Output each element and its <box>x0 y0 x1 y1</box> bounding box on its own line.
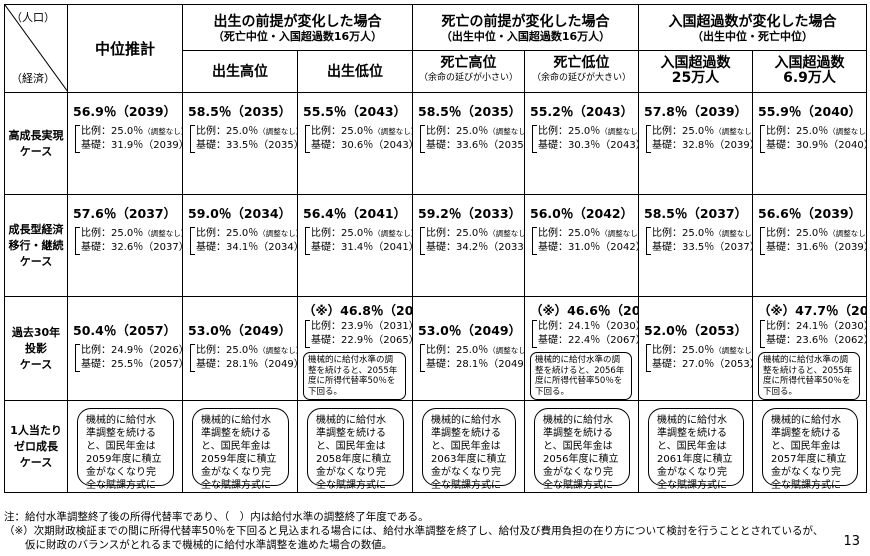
subheader-main: 死亡低位 <box>553 55 610 72</box>
subheader-line1: 入国超過数 <box>774 55 845 72</box>
subheader-high-mortality: 死亡高位 （余命の延びが小さい） <box>412 49 525 94</box>
table-cell: 56.0％（2042）比例：25.0％（調整なし）基礎：31.0％（2042） <box>524 194 639 297</box>
header-group-immigration: 入国超過数が変化した場合 （出生中位・死亡中位） <box>638 4 867 51</box>
footnote: 仮に財政のバランスがとれるまで機械的に給付水準調整を進めた場合の数値。 <box>4 539 393 551</box>
table-cell: 55.9％（2040）比例：25.0％（調整なし）基礎：30.9％（2040） <box>752 92 867 195</box>
subheader-immigration-250k: 入国超過数 25万人 <box>638 49 753 94</box>
table-cell: 53.0％（2049）比例：25.0％（調整なし）基礎：28.1％（2049） <box>182 296 298 401</box>
depletion-note: 機械的に給付水準調整を続けると、国民年金は2063年度に積立金がなくなり完全な賦… <box>422 408 516 491</box>
row-label-zero-growth: 1人当たり ゼロ成長 ケース <box>4 400 68 493</box>
subheader-low-fertility: 出生低位 <box>297 49 413 94</box>
table-cell: （※）46.6％（2067）比例：24.1％（2030）基礎：22.4％（206… <box>524 296 639 401</box>
depletion-note: 機械的に給付水準調整を続けると、国民年金は2061年度に積立金がなくなり完全な賦… <box>648 408 744 491</box>
table-row: 過去30年 投影 ケース 50.4％（2057） 比例：24.9％（2026） 基礎：2… <box>4 296 867 401</box>
scenario-table: （人口） （経済） 中位推計 出生の前提が変化した場合 （死亡中位・入国超過数1… <box>4 4 867 493</box>
table-cell: 機械的に給付水準調整を続けると、国民年金は2059年度に積立金がなくなり完全な賦… <box>67 400 183 493</box>
row-label-high-growth: 高成長実現 ケース <box>4 92 68 195</box>
warning-note: 機械的に給付水準の調整を続けると、2055年度に所得代替率50％を下回る。 <box>303 352 406 400</box>
subheader-line1: 入国超過数 <box>660 55 731 72</box>
subheader-high-fertility: 出生高位 <box>182 49 298 94</box>
header-group-fertility: 出生の前提が変化した場合 （死亡中位・入国超過数16万人） <box>182 4 413 51</box>
corner-cell: （人口） （経済） <box>4 4 68 93</box>
group-title: 死亡の前提が変化した場合 <box>441 13 610 30</box>
table-cell: 59.2％（2033）比例：25.0％（調整なし）基礎：34.2％（2033） <box>412 194 525 297</box>
table-cell: 53.0％（2049）比例：25.0％（調整なし）基礎：28.1％（2049） <box>412 296 525 401</box>
table-row: 1人当たり ゼロ成長 ケース 機械的に給付水準調整を続けると、国民年金は2059年度… <box>4 400 867 493</box>
table-cell: 58.5％（2035）比例：25.0％（調整なし）基礎：33.6％（2035） <box>412 92 525 195</box>
warning-note: 機械的に給付水準の調整を続けると、2055年度に所得代替率50％を下回る。 <box>758 352 860 400</box>
depletion-note: 機械的に給付水準調整を続けると、国民年金は2059年度に積立金がなくなり完全な賦… <box>77 408 174 491</box>
table-cell: 59.0％（2034）比例：25.0％（調整なし）基礎：34.1％（2034） <box>182 194 298 297</box>
group-subtitle: （出生中位・入国超過数16万人） <box>440 29 611 43</box>
table-cell: （※）47.7％（2062）比例：24.1％（2030）基礎：23.6％（206… <box>752 296 867 401</box>
subheader-line2: 25万人 <box>671 70 720 87</box>
row-label-growth-transition: 成長型経済 移行・継続 ケース <box>4 194 68 297</box>
table-cell: 58.5％（2035）比例：25.0％（調整なし）基礎：33.5％（2035） <box>182 92 298 195</box>
depletion-note: 機械的に給付水準調整を続けると、国民年金は2059年度に積立金がなくなり完全な賦… <box>192 408 289 491</box>
header-group-mortality: 死亡の前提が変化した場合 （出生中位・入国超過数16万人） <box>412 4 639 51</box>
row-label-past-30-years: 過去30年 投影 ケース <box>4 296 68 401</box>
table-cell: 56.9％（2039）比例：25.0％（調整なし）基礎：31.9％（2039） <box>67 92 183 195</box>
table-cell: 機械的に給付水準調整を続けると、国民年金は2057年度に積立金がなくなり完全な賦… <box>752 400 867 493</box>
depletion-note: 機械的に給付水準調整を続けると、国民年金は2056年度に積立金がなくなり完全な賦… <box>534 408 630 491</box>
table-cell: 機械的に給付水準調整を続けると、国民年金は2056年度に積立金がなくなり完全な賦… <box>524 400 639 493</box>
subheader-line2: 6.9万人 <box>783 70 836 87</box>
depletion-note: 機械的に給付水準調整を続けると、国民年金は2057年度に積立金がなくなり完全な賦… <box>762 408 858 491</box>
table-cell: 57.8％（2039）比例：25.0％（調整なし）基礎：32.8％（2039） <box>638 92 753 195</box>
table-cell: 機械的に給付水準調整を続けると、国民年金は2058年度に積立金がなくなり完全な賦… <box>297 400 413 493</box>
footnote: （※）次期財政検証までの間に所得代替率50％を下回ると見込まれる場合には、給付水… <box>4 525 824 537</box>
table-cell: 機械的に給付水準調整を続けると、国民年金は2061年度に積立金がなくなり完全な賦… <box>638 400 753 493</box>
group-title: 出生の前提が変化した場合 <box>213 13 382 30</box>
table-cell: 57.6％（2037）比例：25.0％（調整なし）基礎：32.6％（2037） <box>67 194 183 297</box>
footnote: 注：給付水準調整終了後の所得代替率であり、（ ）内は給付水準の調整終了年度である… <box>4 511 429 523</box>
corner-economy-label: （経済） <box>11 72 55 85</box>
table-cell: 機械的に給付水準調整を続けると、国民年金は2063年度に積立金がなくなり完全な賦… <box>412 400 525 493</box>
table-cell: （※）46.8％（2065）比例：23.9％（2031）基礎：22.9％（206… <box>297 296 413 401</box>
group-subtitle: （出生中位・死亡中位） <box>692 29 813 43</box>
footnotes: 注：給付水準調整終了後の所得代替率であり、（ ）内は給付水準の調整終了年度である… <box>4 510 823 552</box>
subheader-note: （余命の延びが大きい） <box>531 73 631 84</box>
table-cell: 58.5％（2037）比例：25.0％（調整なし）基礎：33.5％（2037） <box>638 194 753 297</box>
header-central: 中位推計 <box>67 4 183 93</box>
group-subtitle: （死亡中位・入国超過数16万人） <box>212 29 383 43</box>
page-number: 13 <box>843 534 860 549</box>
subheader-low-mortality: 死亡低位 （余命の延びが大きい） <box>524 49 639 94</box>
table-cell: 55.5％（2043）比例：25.0％（調整なし）基礎：30.6％（2043） <box>297 92 413 195</box>
table-cell: 50.4％（2057） 比例：24.9％（2026） 基礎：25.5％（2057） <box>67 296 183 401</box>
subheader-note: （余命の延びが小さい） <box>418 73 518 84</box>
subheader-main: 死亡高位 <box>440 55 497 72</box>
warning-note: 機械的に給付水準の調整を続けると、2056年度に所得代替率50％を下回る。 <box>530 352 632 400</box>
table-cell: 機械的に給付水準調整を続けると、国民年金は2059年度に積立金がなくなり完全な賦… <box>182 400 298 493</box>
corner-population-label: （人口） <box>11 11 55 24</box>
table-cell: 52.0％（2053）比例：25.0％（調整なし）基礎：27.0％（2053） <box>638 296 753 401</box>
depletion-note: 機械的に給付水準調整を続けると、国民年金は2058年度に積立金がなくなり完全な賦… <box>307 408 404 491</box>
group-title: 入国超過数が変化した場合 <box>668 13 837 30</box>
subheader-immigration-69k: 入国超過数 6.9万人 <box>752 49 867 94</box>
table-cell: 55.2％（2043）比例：25.0％（調整なし）基礎：30.3％（2043） <box>524 92 639 195</box>
table-cell: 56.6％（2039）比例：25.0％（調整なし）基礎：31.6％（2039） <box>752 194 867 297</box>
table-cell: 56.4％（2041）比例：25.0％（調整なし）基礎：31.4％（2041） <box>297 194 413 297</box>
